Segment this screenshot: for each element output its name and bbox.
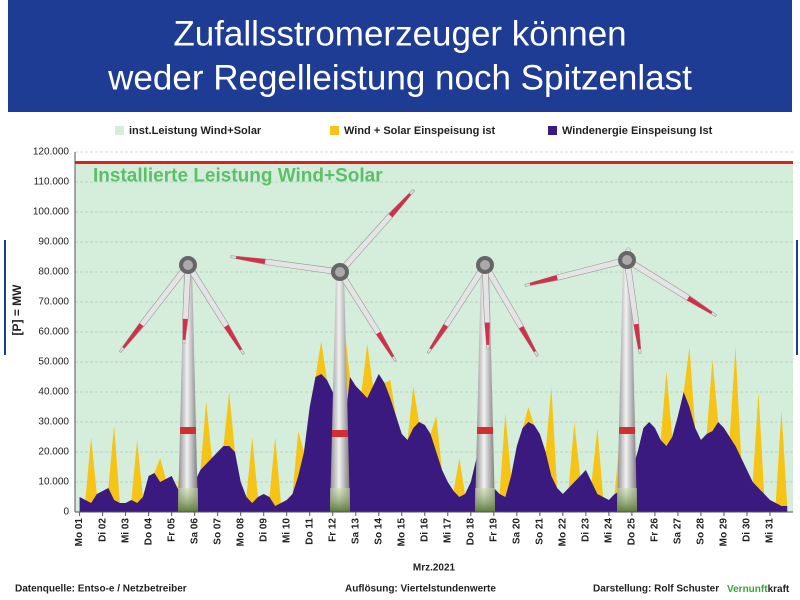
y-tick-label: 0 — [63, 507, 69, 518]
legend-label: inst.Leistung Wind+Solar — [129, 125, 262, 137]
series-area — [79, 374, 788, 512]
x-axis-title: Mrz.2021 — [413, 563, 456, 574]
x-tick-label: Mi 10 — [281, 518, 292, 543]
turbine — [230, 187, 417, 512]
axes: 0 10.000 20.000 30.000 40.000 50.000 60.000 70.… — [33, 147, 793, 547]
y-tick-label: 20.000 — [38, 447, 69, 458]
legend-label: Windenergie Einspeisung Ist — [562, 125, 713, 137]
y-tick-label: 30.000 — [38, 417, 69, 428]
x-tick-label: Mi 17 — [442, 518, 453, 543]
x-tick-label: So 07 — [212, 518, 223, 545]
title-banner — [8, 0, 792, 112]
x-tick-label: Fr 12 — [327, 518, 338, 542]
y-tick-label: 120.000 — [33, 147, 70, 158]
x-tick-label: Fr 26 — [650, 518, 661, 542]
x-tick-label: Di 23 — [581, 518, 592, 542]
y-tick-label: 60.000 — [38, 327, 69, 338]
x-tick-label: Mo 22 — [558, 518, 569, 547]
footer-logo: Vernunftkraft — [727, 584, 790, 595]
x-tick-label: Mo 01 — [74, 518, 85, 547]
x-tick-label: So 14 — [373, 518, 384, 545]
turbines — [117, 187, 718, 512]
x-tick-label: So 28 — [696, 518, 707, 545]
plot: Installierte Leistung Wind+Solar — [75, 151, 793, 513]
x-tick-label: Do 25 — [627, 518, 638, 546]
legend-swatch — [330, 126, 339, 135]
footer-resolution: Auflösung: Viertelstundenwerte — [345, 584, 496, 595]
y-tick-label: 50.000 — [38, 357, 69, 368]
x-tick-label: Fr 05 — [166, 518, 177, 542]
x-tick-label: Di 30 — [742, 518, 753, 542]
x-tick-label: Do 04 — [143, 518, 154, 546]
x-tick-label: Di 02 — [97, 518, 108, 542]
legend-label: Wind + Solar Einspeisung ist — [344, 125, 496, 137]
x-tick-label: Sa 27 — [673, 518, 684, 545]
x-tick-label: Sa 06 — [189, 518, 200, 545]
x-tick-label: So 21 — [534, 518, 545, 545]
x-tick-label: Di 16 — [419, 518, 430, 542]
title-line: Zufallsstromerzeuger können — [173, 14, 626, 53]
legend-swatch — [548, 126, 557, 135]
x-tick-label: Fr 19 — [488, 518, 499, 542]
y-axis-title: [P] = MW — [10, 284, 24, 336]
x-tick-label: Mi 24 — [604, 518, 615, 543]
y-tick-label: 70.000 — [38, 297, 69, 308]
y-tick-label: 100.000 — [33, 207, 70, 218]
y-tick-label: 90.000 — [38, 237, 69, 248]
y-tick-label: 80.000 — [38, 267, 69, 278]
y-tick-label: 10.000 — [38, 477, 69, 488]
x-tick-label: Do 18 — [465, 518, 476, 546]
x-tick-label: Mi 03 — [120, 518, 131, 543]
y-tick-label: 40.000 — [38, 387, 69, 398]
footer-author: Darstellung: Rolf Schuster — [593, 584, 719, 595]
x-tick-label: Mo 08 — [235, 518, 246, 547]
x-tick-label: Mo 29 — [719, 518, 730, 547]
capacity-label: Installierte Leistung Wind+Solar — [93, 166, 383, 187]
x-tick-label: Do 11 — [304, 518, 315, 545]
x-tick-label: Mo 15 — [396, 518, 407, 547]
x-tick-label: Di 09 — [258, 518, 269, 542]
x-tick-label: Sa 20 — [511, 518, 522, 545]
turbine — [524, 246, 718, 512]
y-tick-label: 110.000 — [34, 177, 70, 188]
logo-part: kraft — [768, 584, 790, 595]
footer-source: Datenquelle: Entso-e / Netzbetreiber — [15, 584, 187, 595]
x-tick-label: Mi 31 — [765, 518, 776, 543]
legend-swatch — [115, 126, 124, 135]
turbine — [424, 256, 541, 512]
turbine — [117, 256, 247, 512]
logo-part: Vernunft — [727, 584, 768, 595]
title-line: weder Regelleistung noch Spitzenlast — [107, 58, 692, 97]
x-tick-label: Sa 13 — [350, 518, 361, 545]
